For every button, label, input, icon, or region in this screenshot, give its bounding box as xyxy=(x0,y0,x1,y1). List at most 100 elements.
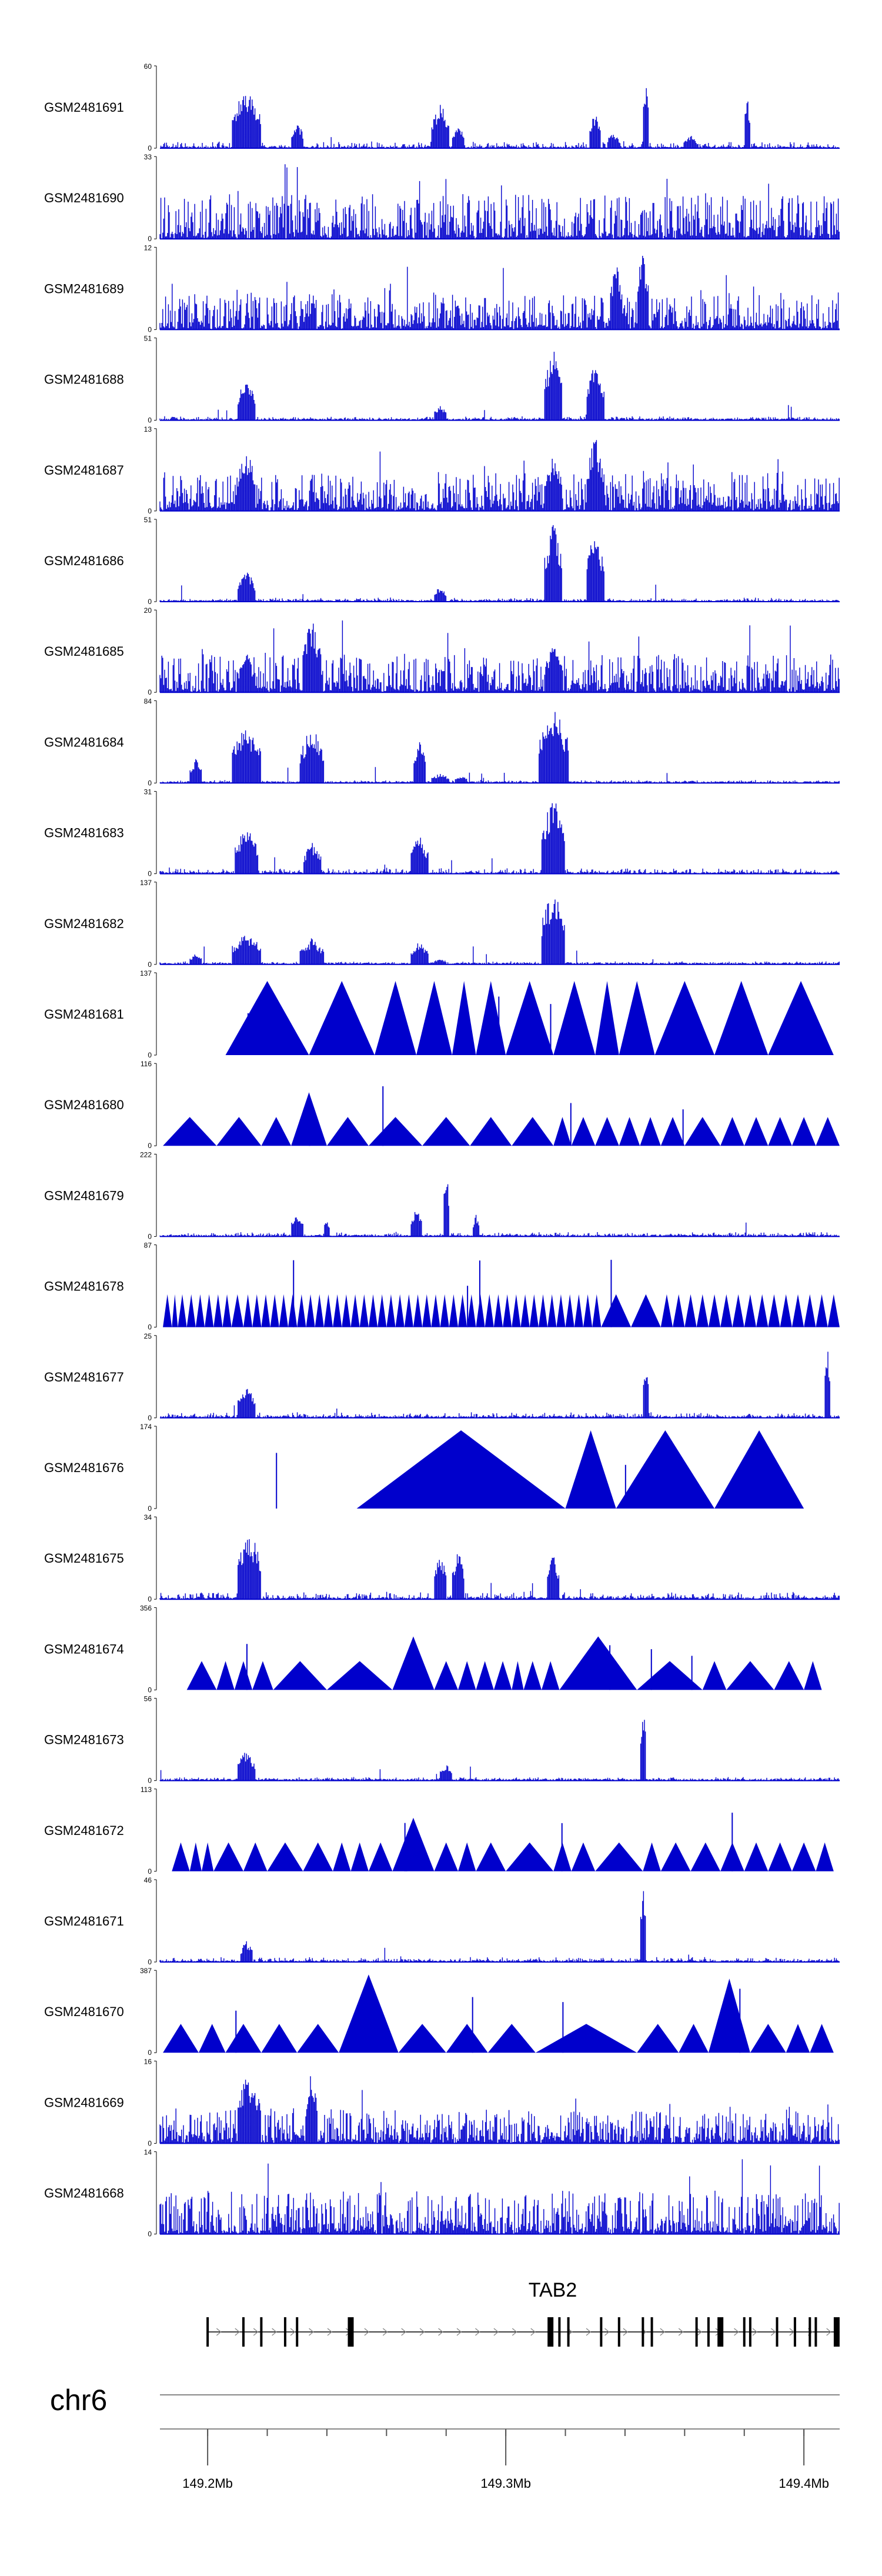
signal-segment xyxy=(756,1294,769,1327)
track-GSM2481679: GSM2481679 222 0 xyxy=(44,1150,840,1240)
track-label: GSM2481691 xyxy=(44,100,124,115)
strand-arrow xyxy=(512,2328,517,2336)
signal-segment xyxy=(553,1117,572,1146)
signal-segment xyxy=(816,1117,840,1146)
track-label: GSM2481686 xyxy=(44,553,124,568)
track-GSM2481674: GSM2481674 356 0 xyxy=(44,1604,822,1694)
exon xyxy=(814,2317,817,2347)
strand-arrow xyxy=(309,2328,314,2336)
signal-segment xyxy=(503,1294,512,1327)
signal-segment xyxy=(487,2024,536,2053)
y-max-label: 60 xyxy=(144,62,152,71)
y-zero-label: 0 xyxy=(148,1323,152,1332)
signal-segment xyxy=(529,1294,539,1327)
track-label: GSM2481684 xyxy=(44,735,124,749)
strand-arrow xyxy=(382,2328,388,2336)
track-label: GSM2481680 xyxy=(44,1097,124,1112)
exon-thick xyxy=(348,2317,354,2347)
signal-segment xyxy=(804,1294,816,1327)
y-zero-label: 0 xyxy=(148,688,152,696)
signal-segment xyxy=(506,1842,554,1871)
signal-segment xyxy=(616,1430,715,1509)
exon-thick xyxy=(833,2317,840,2347)
strand-arrow xyxy=(789,2328,794,2336)
signal-segment xyxy=(470,1117,512,1146)
track-label: GSM2481681 xyxy=(44,1007,124,1022)
track-label: GSM2481690 xyxy=(44,191,124,205)
track-GSM2481691: GSM2481691 60 0 xyxy=(44,62,840,152)
signal-segment xyxy=(458,1661,476,1690)
signal-segment xyxy=(303,1842,333,1871)
strand-arrow xyxy=(678,2328,684,2336)
track-GSM2481670: GSM2481670 387 0 xyxy=(44,1967,834,2057)
signal-segment xyxy=(583,1294,593,1327)
track-GSM2481677: GSM2481677 25 0 xyxy=(44,1332,840,1422)
signal-segment xyxy=(416,981,452,1055)
exon xyxy=(206,2317,209,2347)
track-label: GSM2481675 xyxy=(44,1551,124,1566)
signal-segment xyxy=(571,1117,596,1146)
track-label: GSM2481676 xyxy=(44,1460,124,1475)
track-GSM2481668: GSM2481668 14 0 xyxy=(44,2148,840,2238)
signal-segment xyxy=(696,1294,709,1327)
signal-segment xyxy=(333,1294,342,1327)
signal-segment xyxy=(708,1978,750,2053)
signal-segment xyxy=(556,1294,566,1327)
y-max-label: 25 xyxy=(144,1332,152,1340)
signal-segment xyxy=(684,1294,697,1327)
y-zero-label: 0 xyxy=(148,1051,152,1059)
signal-segment xyxy=(768,1842,792,1871)
signal-segment xyxy=(643,1842,661,1871)
strand-arrow xyxy=(734,2328,739,2336)
signal-segment xyxy=(172,1842,190,1871)
y-zero-label: 0 xyxy=(148,598,152,606)
signal-segment xyxy=(267,1842,303,1871)
signal-segment xyxy=(434,1842,459,1871)
y-zero-label: 0 xyxy=(148,416,152,425)
signal-segment xyxy=(350,1294,360,1327)
y-zero-label: 0 xyxy=(148,1414,152,1422)
track-GSM2481683: GSM2481683 31 0 xyxy=(44,788,840,878)
signal-segment xyxy=(350,1842,369,1871)
axis-tick-label: 149.2Mb xyxy=(182,2476,233,2491)
signal-segment xyxy=(493,1294,503,1327)
track-label: GSM2481679 xyxy=(44,1188,124,1203)
signal-segment xyxy=(720,1117,744,1146)
signal-segment xyxy=(744,1117,769,1146)
signal-segment xyxy=(243,1842,268,1871)
signal-segment xyxy=(476,981,506,1055)
strand-arrow xyxy=(586,2328,592,2336)
exon-thick xyxy=(547,2317,554,2347)
y-max-label: 16 xyxy=(144,2057,152,2066)
signal-segment xyxy=(225,2024,262,2053)
signal-segment xyxy=(198,2024,226,2053)
track-GSM2481690: GSM2481690 33 0 xyxy=(44,153,840,243)
signal-segment xyxy=(309,981,375,1055)
track-GSM2481689: GSM2481689 12 0 xyxy=(44,243,840,333)
signal-segment xyxy=(774,1661,804,1690)
strand-arrow xyxy=(438,2328,443,2336)
y-max-label: 51 xyxy=(144,516,152,524)
signal-segment xyxy=(422,1117,470,1146)
track-GSM2481681: GSM2481681 137 0 xyxy=(44,969,834,1059)
track-label: GSM2481678 xyxy=(44,1279,124,1294)
signal-segment xyxy=(186,1661,217,1690)
strand-arrow xyxy=(826,2328,831,2336)
signal-segment xyxy=(720,1294,733,1327)
track-label: GSM2481687 xyxy=(44,463,124,478)
signal-segment xyxy=(368,1294,378,1327)
signal-bars xyxy=(159,440,840,511)
signal-segment xyxy=(619,1117,640,1146)
signal-segment xyxy=(261,2024,298,2053)
y-zero-label: 0 xyxy=(148,235,152,243)
signal-segment xyxy=(791,1117,816,1146)
axis-tick-label: 149.4Mb xyxy=(779,2476,829,2491)
chromosome-label: chr6 xyxy=(50,2384,107,2417)
signal-segment xyxy=(684,1117,721,1146)
y-max-label: 34 xyxy=(144,1513,152,1521)
signal-segment xyxy=(485,1294,494,1327)
signal-segment xyxy=(810,2024,834,2053)
genome-axis: chr6 149.2Mb 149.3Mb 149.4Mb xyxy=(50,2384,840,2491)
signal-bars xyxy=(159,712,840,783)
y-max-label: 222 xyxy=(140,1150,152,1159)
